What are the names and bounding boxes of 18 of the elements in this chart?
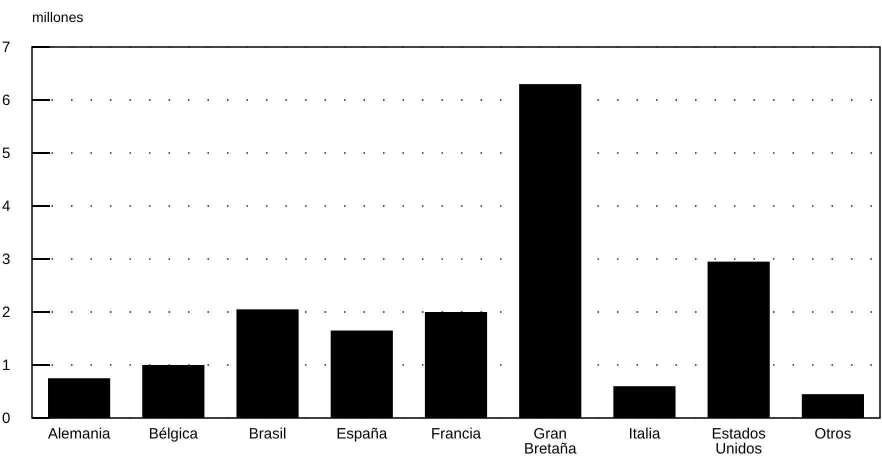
y-tick-label: 5 xyxy=(2,144,10,162)
x-tick-label: Gran Bretaña xyxy=(524,426,578,458)
y-tick-label: 7 xyxy=(2,38,10,56)
y-tick-label: 1 xyxy=(2,356,10,374)
x-tick-label: Brasil xyxy=(248,426,286,443)
y-tick-label: 2 xyxy=(2,304,10,321)
y-axis-title: millones xyxy=(32,9,84,25)
y-tick-label: 4 xyxy=(2,198,10,215)
x-tick-label: Francia xyxy=(430,426,482,443)
x-tick-label: España xyxy=(336,426,388,443)
x-tick-label: Bélgica xyxy=(148,426,199,443)
x-tick-label: Estados Unidos xyxy=(712,426,766,458)
x-tick-label: Otros xyxy=(814,426,852,443)
y-tick-label: 0 xyxy=(2,410,10,427)
x-tick-label: Italia xyxy=(628,426,661,443)
y-tick-label: 6 xyxy=(2,92,10,109)
x-tick-label: Alemania xyxy=(48,426,112,443)
y-tick-label: 3 xyxy=(2,250,10,268)
